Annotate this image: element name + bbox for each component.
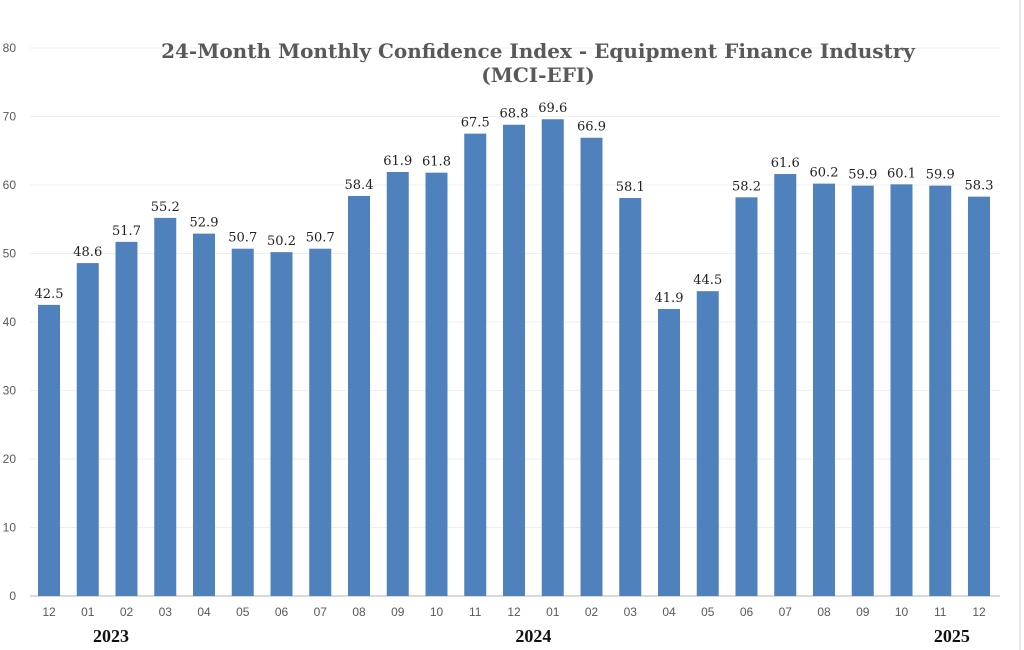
data-label: 51.7 xyxy=(112,224,141,239)
bar xyxy=(348,195,370,596)
y-tick-label: 80 xyxy=(3,41,17,55)
x-tick-label: 07 xyxy=(779,605,793,619)
bar xyxy=(774,174,797,597)
data-label: 42.5 xyxy=(35,287,64,302)
x-tick-label: 07 xyxy=(314,605,328,619)
x-tick-label: 05 xyxy=(236,605,250,619)
x-tick-label: 03 xyxy=(624,605,638,619)
data-label: 52.9 xyxy=(190,216,219,231)
y-tick-label: 0 xyxy=(9,589,16,603)
data-label: 58.3 xyxy=(965,179,994,194)
x-tick-label: 11 xyxy=(934,605,947,619)
data-label: 50.7 xyxy=(228,231,257,246)
data-label: 66.9 xyxy=(577,120,606,135)
bar xyxy=(76,263,99,596)
bar xyxy=(658,308,680,596)
bar xyxy=(580,137,603,597)
bar xyxy=(929,185,952,596)
data-label: 68.8 xyxy=(500,107,529,122)
x-tick-label: 04 xyxy=(197,605,211,619)
bar xyxy=(231,248,254,596)
bar xyxy=(541,119,564,597)
data-label: 50.2 xyxy=(267,234,296,249)
data-label: 60.2 xyxy=(810,166,839,181)
data-label: 41.9 xyxy=(655,291,684,306)
data-label: 67.5 xyxy=(461,116,490,131)
data-label: 55.2 xyxy=(151,200,180,215)
x-tick-label: 12 xyxy=(507,605,521,619)
x-tick-label: 08 xyxy=(817,605,831,619)
x-tick-label: 12 xyxy=(972,605,986,619)
year-label: 2025 xyxy=(934,626,970,646)
x-tick-label: 03 xyxy=(159,605,173,619)
bar xyxy=(503,124,525,596)
data-label: 69.6 xyxy=(538,101,567,116)
x-tick-label: 05 xyxy=(701,605,715,619)
y-tick-label: 40 xyxy=(3,315,17,329)
x-tick-label: 11 xyxy=(469,605,482,619)
x-tick-label: 09 xyxy=(391,605,405,619)
year-label: 2023 xyxy=(93,626,129,646)
chart-subtitle: (MCI-EFI) xyxy=(481,63,594,87)
bar xyxy=(851,185,874,596)
data-label: 58.2 xyxy=(732,179,761,194)
data-label: 58.1 xyxy=(616,180,645,195)
data-label: 59.9 xyxy=(848,168,877,183)
bar xyxy=(115,241,138,597)
y-tick-label: 10 xyxy=(3,521,17,535)
data-label: 50.7 xyxy=(306,231,335,246)
y-tick-label: 70 xyxy=(3,110,17,124)
bar xyxy=(425,172,448,597)
y-tick-label: 60 xyxy=(3,178,17,192)
bar xyxy=(270,252,293,596)
bar xyxy=(813,183,835,596)
x-tick-label: 06 xyxy=(275,605,289,619)
bar xyxy=(890,184,913,596)
bar xyxy=(386,171,409,597)
bar xyxy=(968,196,990,596)
x-tick-label: 08 xyxy=(352,605,366,619)
x-tick-label: 10 xyxy=(430,605,444,619)
y-tick-label: 50 xyxy=(3,247,17,261)
bar xyxy=(464,133,487,596)
data-label: 59.9 xyxy=(926,168,955,183)
x-tick-label: 09 xyxy=(856,605,870,619)
x-tick-label: 10 xyxy=(895,605,909,619)
bar xyxy=(309,248,332,596)
chart-title: 24-Month Monthly Confidence Index - Equi… xyxy=(161,39,916,63)
x-tick-label: 04 xyxy=(662,605,676,619)
data-label: 60.1 xyxy=(887,166,916,181)
data-label: 61.6 xyxy=(771,156,800,171)
data-label: 61.9 xyxy=(383,154,412,169)
data-label: 58.4 xyxy=(345,178,374,193)
x-tick-label: 02 xyxy=(585,605,599,619)
x-tick-label: 06 xyxy=(740,605,754,619)
data-label: 48.6 xyxy=(73,245,102,260)
bar xyxy=(696,291,719,596)
x-tick-label: 12 xyxy=(42,605,56,619)
bar xyxy=(619,198,642,596)
x-tick-label: 01 xyxy=(546,605,560,619)
bar xyxy=(38,304,60,596)
bar xyxy=(154,217,177,596)
bar xyxy=(193,233,215,596)
data-label: 44.5 xyxy=(693,273,722,288)
x-tick-label: 02 xyxy=(120,605,134,619)
y-tick-label: 30 xyxy=(3,384,17,398)
data-label: 61.8 xyxy=(422,155,451,170)
y-tick-label: 20 xyxy=(3,452,17,466)
x-tick-label: 01 xyxy=(81,605,95,619)
year-label: 2024 xyxy=(515,626,551,646)
bar xyxy=(735,197,758,596)
